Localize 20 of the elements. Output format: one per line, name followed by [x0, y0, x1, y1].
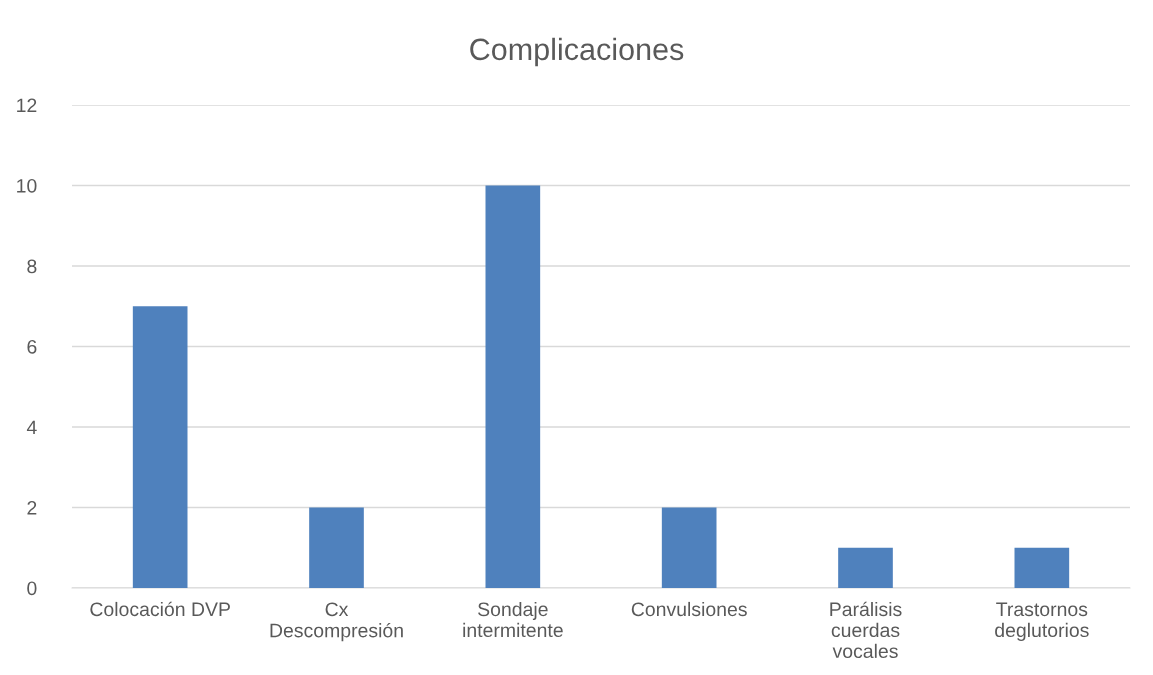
- x-tick-label: Convulsiones: [631, 601, 747, 617]
- bar: [309, 507, 364, 588]
- y-tick-label: 4: [26, 420, 37, 435]
- y-tick-label: 0: [27, 581, 37, 596]
- x-tick-label: Cx Descompresión: [270, 602, 403, 642]
- y-tick-label: 6: [27, 339, 37, 354]
- bar: [838, 547, 893, 588]
- bar: [661, 507, 717, 588]
- chart-title: Complicaciones: [470, 37, 684, 67]
- y-tick-label: 8: [27, 259, 37, 274]
- x-tick-label: Parálisis cuerdas vocales: [830, 601, 902, 659]
- y-tick-label: 10: [17, 178, 37, 193]
- bar: [485, 185, 541, 588]
- y-tick-label: 12: [17, 98, 37, 113]
- x-tick-label: Sondaje intermitente: [463, 601, 563, 638]
- bar: [132, 306, 188, 588]
- x-tick-label: Trastornos deglutorios: [995, 602, 1089, 641]
- y-tick-label: 2: [27, 500, 37, 515]
- bar: [1014, 547, 1070, 588]
- x-tick-label: Colocación DVP: [90, 601, 230, 617]
